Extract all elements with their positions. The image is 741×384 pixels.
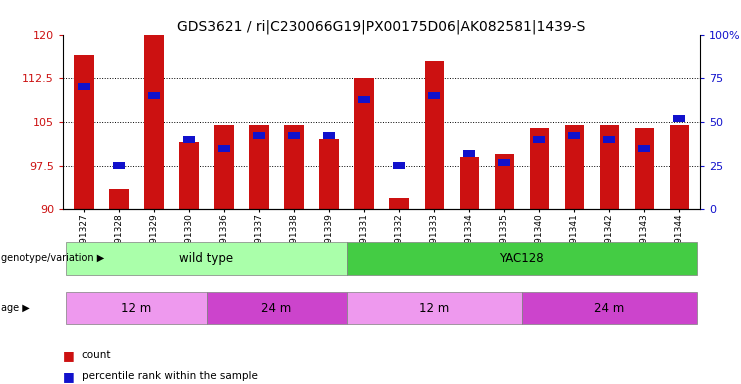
Bar	[494, 154, 514, 209]
Bar	[568, 132, 580, 139]
Text: genotype/variation ▶: genotype/variation ▶	[1, 253, 104, 263]
Bar	[253, 132, 265, 139]
Bar	[530, 128, 549, 209]
Bar	[638, 145, 651, 152]
Bar	[459, 157, 479, 209]
Bar	[673, 115, 685, 122]
Bar	[670, 125, 689, 209]
Bar	[179, 142, 199, 209]
Bar	[74, 55, 93, 209]
Bar	[533, 136, 545, 143]
Bar	[147, 92, 160, 99]
Bar	[288, 132, 300, 139]
Bar	[565, 125, 584, 209]
Bar	[603, 136, 616, 143]
Bar	[463, 150, 476, 157]
Bar	[78, 83, 90, 91]
Bar	[358, 96, 370, 103]
Bar	[113, 162, 125, 169]
Text: age ▶: age ▶	[1, 303, 30, 313]
Text: YAC128: YAC128	[499, 252, 544, 265]
Text: percentile rank within the sample: percentile rank within the sample	[82, 371, 257, 381]
Text: ■: ■	[63, 370, 75, 383]
Bar	[393, 162, 405, 169]
Bar	[110, 189, 129, 209]
Bar	[285, 125, 304, 209]
Text: wild type: wild type	[179, 252, 233, 265]
Bar	[319, 139, 339, 209]
Bar	[323, 132, 336, 139]
Bar	[250, 125, 269, 209]
Text: 24 m: 24 m	[594, 302, 625, 314]
Bar	[425, 61, 444, 209]
Bar	[390, 198, 409, 209]
Bar	[428, 92, 440, 99]
Title: GDS3621 / ri|C230066G19|PX00175D06|AK082581|1439-S: GDS3621 / ri|C230066G19|PX00175D06|AK082…	[177, 20, 586, 34]
Bar	[183, 136, 196, 143]
Text: 12 m: 12 m	[122, 302, 152, 314]
Bar	[144, 0, 164, 209]
Text: ■: ■	[63, 349, 75, 362]
Text: 24 m: 24 m	[262, 302, 292, 314]
Bar	[214, 125, 233, 209]
Bar	[354, 78, 373, 209]
Bar	[634, 128, 654, 209]
Bar	[599, 125, 619, 209]
Bar	[218, 145, 230, 152]
Text: 12 m: 12 m	[419, 302, 449, 314]
Text: count: count	[82, 350, 111, 360]
Bar	[498, 159, 511, 166]
